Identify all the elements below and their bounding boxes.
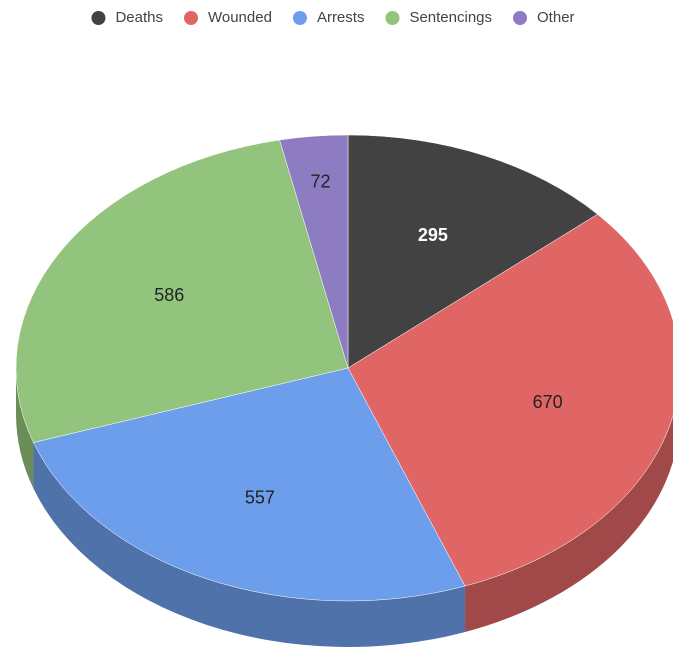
pie-slice [347, 213, 673, 587]
pie-slice [15, 139, 349, 443]
legend-label: Deaths [115, 9, 163, 26]
pie-side [16, 368, 34, 489]
value-label: 586 [154, 285, 184, 305]
legend: Deaths Wounded Arrests Sentencings Other [91, 9, 575, 26]
legend-swatch [292, 11, 307, 25]
value-label: 72 [310, 171, 330, 191]
value-label: 295 [418, 225, 448, 245]
legend-label: Wounded [208, 9, 272, 26]
legend-label: Arrests [317, 9, 365, 26]
legend-swatch [385, 11, 400, 25]
pie-slice [279, 134, 349, 369]
pie-sides [16, 368, 673, 647]
pie-side [465, 415, 673, 633]
legend-swatch [183, 11, 198, 25]
pie-side [33, 442, 466, 647]
pie-slice [347, 134, 598, 369]
pie-slice [33, 367, 466, 602]
value-label: 670 [533, 392, 563, 412]
legend-label: Other [537, 9, 575, 26]
value-label: 557 [245, 487, 275, 507]
legend-label: Sentencings [409, 9, 492, 26]
pie-tops [15, 134, 673, 602]
value-labels: 295 670 557 586 72 [154, 171, 562, 507]
legend-swatch [513, 11, 528, 25]
legend-swatch [91, 11, 106, 25]
